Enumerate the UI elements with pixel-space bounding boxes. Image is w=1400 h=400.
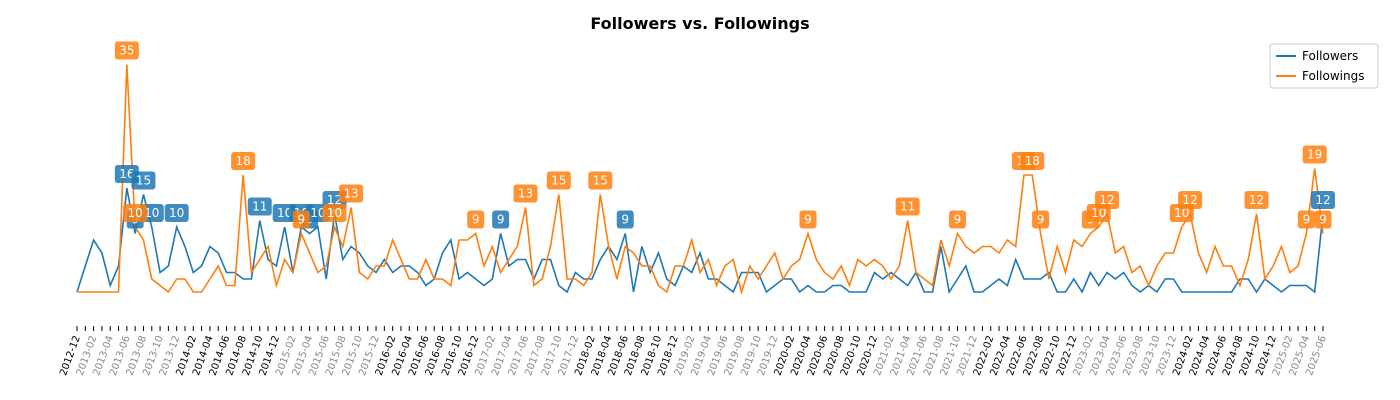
data-label-box <box>546 171 571 190</box>
data-label-box <box>247 197 272 216</box>
data-label-box <box>114 41 139 60</box>
data-label-box <box>1314 210 1332 229</box>
data-label: 10 <box>310 206 325 220</box>
data-label: 11 <box>252 200 267 214</box>
chart-title: Followers vs. Followings <box>590 14 809 33</box>
data-label-box <box>1178 191 1203 209</box>
legend-label: Followings <box>1302 69 1364 83</box>
data-label: 9 <box>954 213 962 227</box>
data-label: 15 <box>593 174 608 188</box>
data-label: 10 <box>144 206 159 220</box>
data-label: 15 <box>136 174 151 188</box>
data-label-box <box>513 184 538 203</box>
data-label: 16 <box>119 167 134 181</box>
data-label-box <box>1032 210 1050 229</box>
data-label: 9 <box>472 213 480 227</box>
data-label-box <box>322 204 347 222</box>
data-label: 12 <box>327 193 342 207</box>
data-label: 12 <box>1182 193 1197 207</box>
series-line <box>76 187 1324 295</box>
data-label-box <box>949 210 967 229</box>
data-label-box <box>164 204 189 222</box>
data-label: 18 <box>1025 154 1040 168</box>
data-label: 9 <box>1037 213 1045 227</box>
legend-box <box>1269 43 1379 89</box>
data-label-box <box>799 210 817 229</box>
data-label: 10 <box>169 206 184 220</box>
data-label: 10 <box>1091 206 1106 220</box>
data-label: 12 <box>1249 193 1264 207</box>
data-label-box <box>588 171 613 190</box>
data-label: 12 <box>1315 193 1330 207</box>
data-label: 9 <box>804 213 812 227</box>
data-label-box <box>131 171 156 190</box>
data-label: 9 <box>497 213 505 227</box>
data-label-box <box>231 152 256 170</box>
data-label-box <box>1244 191 1269 209</box>
data-label: 10 <box>1174 206 1189 220</box>
data-label-box <box>1095 191 1120 209</box>
data-label-box <box>1302 145 1327 164</box>
series-line <box>77 64 1324 295</box>
data-label-box <box>1311 191 1335 209</box>
data-label: 35 <box>119 44 134 58</box>
data-label-box <box>339 184 364 203</box>
data-label: 10 <box>277 206 292 220</box>
data-label: 10 <box>327 206 342 220</box>
data-label-box <box>1297 210 1315 229</box>
data-label-box <box>123 204 148 222</box>
legend-label: Followers <box>1302 49 1358 63</box>
data-label-box <box>467 210 485 229</box>
data-label-box <box>292 210 310 229</box>
data-label: 9 <box>297 213 305 227</box>
data-label: 13 <box>343 187 358 201</box>
data-label: 12 <box>1099 193 1114 207</box>
data-label-box <box>1020 152 1045 170</box>
data-label-box <box>895 197 920 216</box>
data-label: 9 <box>1303 213 1311 227</box>
data-label: 15 <box>551 174 566 188</box>
data-label-box <box>616 210 634 229</box>
data-label: 13 <box>518 187 533 201</box>
data-label: 9 <box>621 213 629 227</box>
data-label: 11 <box>900 200 915 214</box>
data-label-box <box>492 210 510 229</box>
data-label: 18 <box>235 154 250 168</box>
data-label: 10 <box>128 206 143 220</box>
data-label: 19 <box>1307 148 1322 162</box>
data-label: 9 <box>1319 213 1327 227</box>
